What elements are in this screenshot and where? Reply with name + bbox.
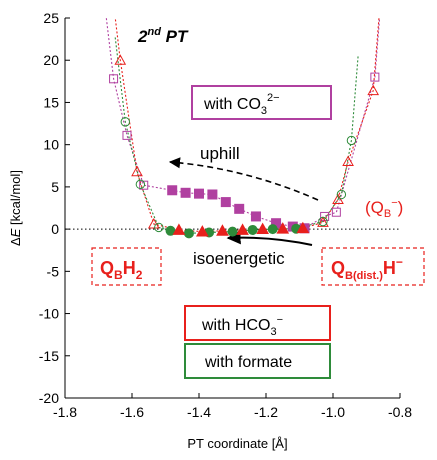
y-tick-label: -15 — [39, 348, 59, 364]
open-square-point-co3 — [122, 130, 132, 140]
legend-label-formate: with formate — [204, 354, 292, 371]
filled-square-point-co3 — [250, 211, 261, 222]
y-tick-label: -10 — [39, 306, 59, 322]
y-axis-label: ΔE [kcal/mol] — [8, 170, 23, 246]
y-tick-label: 5 — [51, 179, 59, 195]
y-tick-label: -20 — [39, 390, 59, 406]
y-tick-label: 20 — [43, 52, 59, 68]
x-tick-label: -1.0 — [321, 404, 345, 420]
qbdist-box — [321, 247, 425, 286]
open-circle-point-formate — [135, 179, 146, 190]
qbh2-box — [91, 247, 162, 286]
y-tick-label: 15 — [43, 94, 59, 110]
open-triangle-point-hco3 — [114, 54, 127, 65]
filled-circle-point-formate — [247, 224, 258, 235]
x-tick-label: -1.8 — [53, 404, 77, 420]
legend-label-co3: with CO32− — [203, 92, 280, 117]
x-tick-label: -1.6 — [120, 404, 144, 420]
filled-circle-point-formate — [183, 228, 194, 239]
filled-square-point-co3 — [220, 197, 231, 208]
open-triangle-point-hco3 — [131, 165, 143, 177]
x-tick-label: -1.2 — [254, 404, 278, 420]
filled-square-point-co3 — [194, 188, 204, 199]
open-circle-point-formate — [154, 222, 164, 233]
filled-square-point-co3 — [207, 189, 218, 200]
filled-triangle-point-hco3 — [216, 224, 229, 236]
filled-triangle-point-hco3 — [276, 222, 290, 234]
legend-box-hco3 — [184, 305, 331, 341]
open-square-point-co3 — [331, 207, 341, 217]
data-points-layer — [109, 54, 380, 239]
y-tick-label: -5 — [47, 263, 60, 279]
open-triangle-point-hco3 — [317, 216, 329, 227]
open-circle-point-formate — [120, 117, 131, 127]
arrows-layer — [168, 157, 319, 246]
filled-triangle-point-hco3 — [172, 223, 186, 235]
qbh2-label: QBH2 — [100, 258, 143, 282]
open-circle-point-formate — [336, 189, 347, 200]
filled-triangle-point-hco3 — [256, 222, 269, 235]
qbdist-label: QB(dist.)H− — [331, 255, 403, 282]
open-circle-point-formate — [346, 135, 357, 146]
y-tick-label: 0 — [51, 221, 59, 237]
y-tick-label: 10 — [43, 137, 59, 153]
filled-circle-point-formate — [267, 224, 278, 235]
filled-circle-point-formate — [227, 226, 238, 237]
filled-triangle-point-hco3 — [236, 223, 249, 235]
open-square-point-co3 — [370, 72, 380, 82]
legend-box-formate — [184, 343, 331, 379]
filled-triangle-point-hco3 — [296, 221, 310, 234]
uphill-label: uphill — [200, 144, 240, 163]
axes-layer: -20 -15 -10 -5 0 5 10 15 20 25 -1.8 -1.6 -1.4 -1.2 -1.… — [8, 10, 412, 451]
isoenergetic-arrow — [226, 230, 313, 246]
filled-square-point-co3 — [167, 185, 178, 196]
y-tick-label: 25 — [43, 10, 59, 26]
qb-minus-label: (QB−) — [365, 197, 403, 220]
open-triangle-point-hco3 — [342, 155, 354, 167]
isoenergetic-label: isoenergetic — [193, 249, 285, 268]
chart-title: 2nd PT — [137, 26, 189, 46]
annotations-layer: 2nd PT uphill isoenergetic (QB−) QBH2 QB(dist… — [91, 26, 425, 379]
fit-curve-formate — [114, 37, 359, 234]
x-tick-label: -0.8 — [388, 404, 412, 420]
legend-box-co3 — [191, 85, 332, 120]
legend-label-hco3: with HCO3− — [201, 314, 283, 338]
open-circle-point-formate — [318, 216, 328, 227]
x-axis-label: PT coordinate [Å] — [187, 436, 287, 451]
x-tick-label: -1.4 — [187, 404, 211, 420]
uphill-arrow — [168, 157, 319, 201]
filled-square-point-co3 — [180, 187, 191, 198]
open-triangle-point-hco3 — [367, 84, 380, 96]
open-square-point-co3 — [109, 74, 119, 84]
filled-square-point-co3 — [234, 203, 245, 214]
filled-triangle-point-hco3 — [196, 225, 209, 237]
